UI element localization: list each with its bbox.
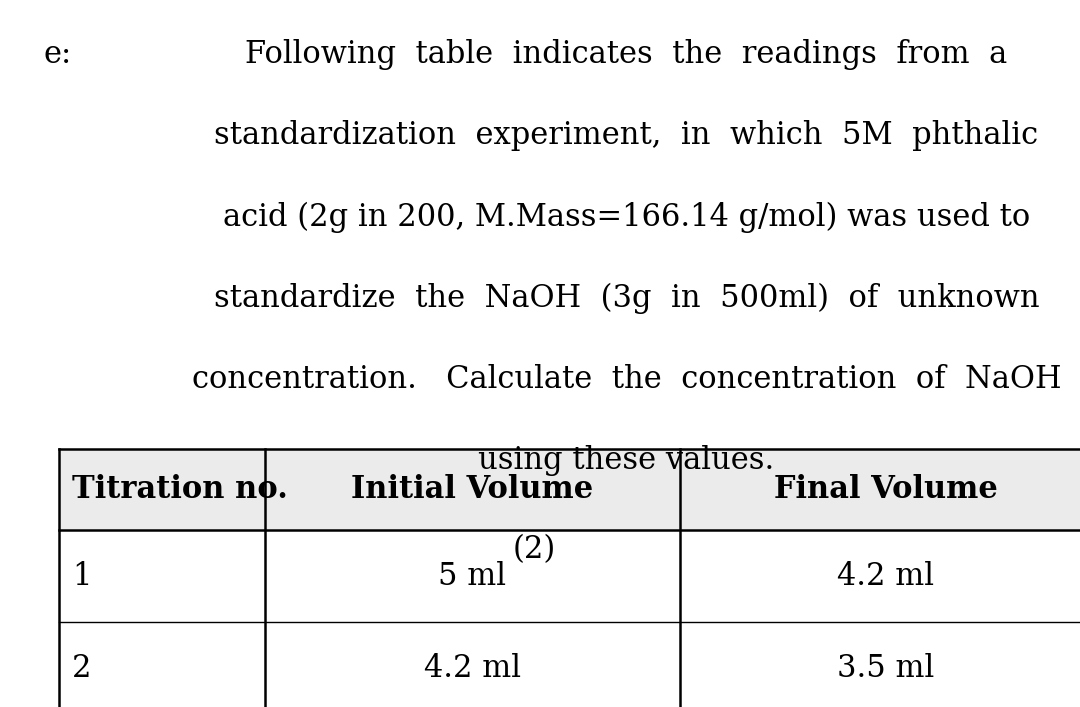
- FancyBboxPatch shape: [59, 449, 1080, 530]
- Text: concentration.   Calculate  the  concentration  of  NaOH: concentration. Calculate the concentrati…: [191, 364, 1062, 395]
- Text: Following  table  indicates  the  readings  from  a: Following table indicates the readings f…: [245, 39, 1008, 70]
- Text: Initial Volume: Initial Volume: [351, 474, 594, 505]
- Text: (2): (2): [513, 534, 556, 565]
- Text: Final Volume: Final Volume: [773, 474, 998, 505]
- Text: Titration no.: Titration no.: [72, 474, 288, 505]
- Text: 4.2 ml: 4.2 ml: [424, 653, 521, 684]
- Text: 1: 1: [72, 561, 92, 592]
- Text: standardization  experiment,  in  which  5M  phthalic: standardization experiment, in which 5M …: [214, 120, 1039, 151]
- Text: standardize  the  NaOH  (3g  in  500ml)  of  unknown: standardize the NaOH (3g in 500ml) of un…: [214, 283, 1039, 314]
- Text: using these values.: using these values.: [478, 445, 774, 477]
- Text: 2: 2: [72, 653, 92, 684]
- Text: acid (2g in 200, M.Mass=166.14 g/mol) was used to: acid (2g in 200, M.Mass=166.14 g/mol) wa…: [222, 201, 1030, 233]
- Text: 5 ml: 5 ml: [438, 561, 507, 592]
- Text: e:: e:: [43, 39, 71, 70]
- Text: 3.5 ml: 3.5 ml: [837, 653, 934, 684]
- Text: 4.2 ml: 4.2 ml: [837, 561, 934, 592]
